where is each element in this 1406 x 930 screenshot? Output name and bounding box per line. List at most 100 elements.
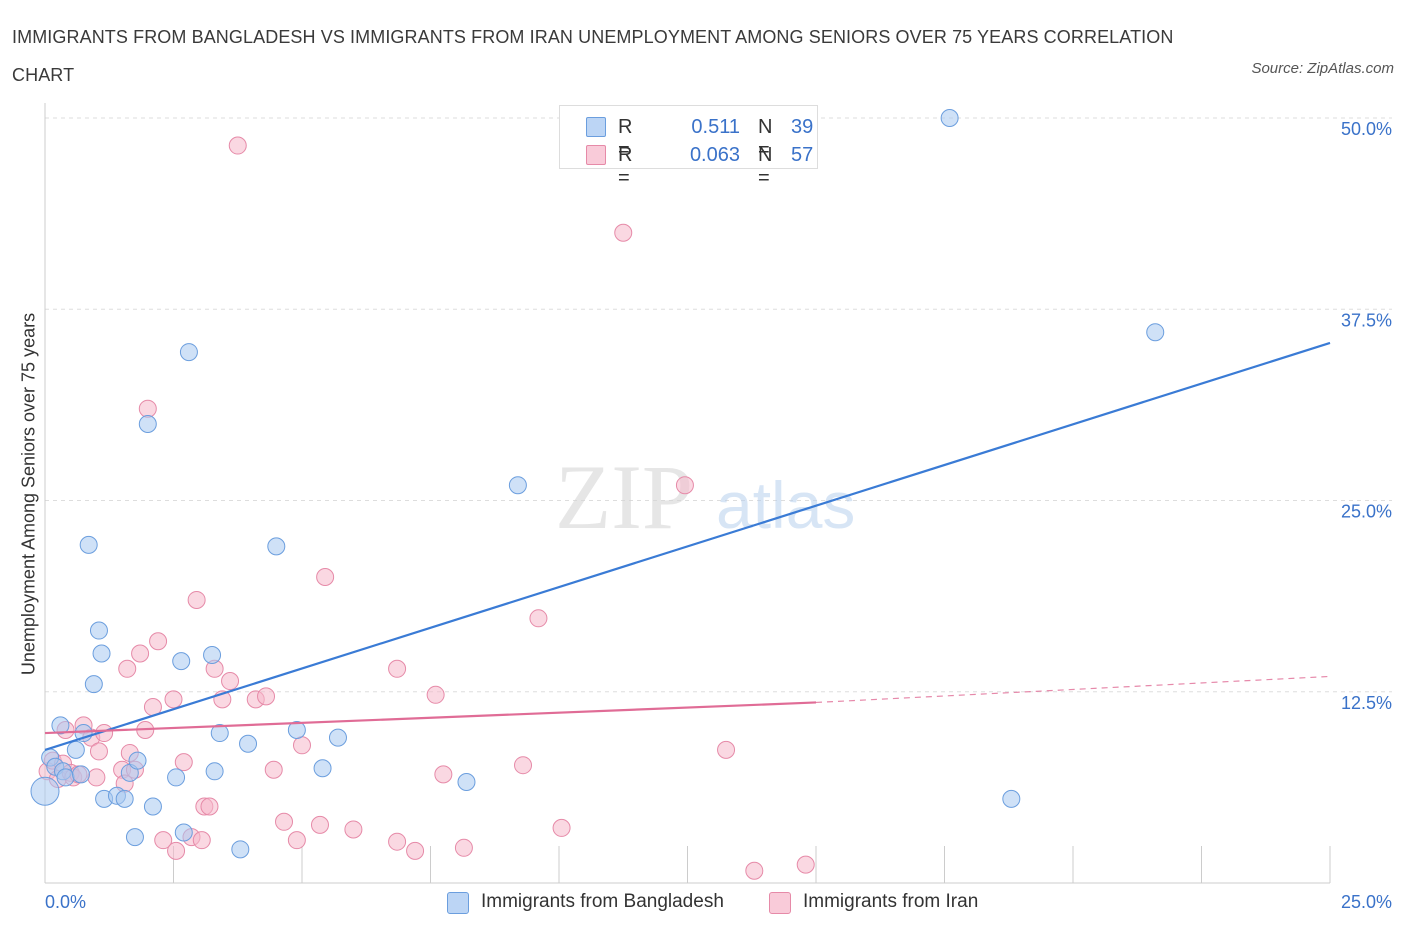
data-point-iran (388, 832, 407, 851)
legend-r-label: R = (618, 144, 633, 189)
bottom-legend-swatch-bangladesh (447, 892, 469, 914)
correlation-legend: R = 0.511 N = 39 R = 0.063 N = 57 (559, 105, 818, 189)
iran-series (38, 136, 815, 880)
data-point-iran (406, 841, 425, 860)
data-point-bangladesh (56, 768, 75, 787)
data-point-iran (287, 831, 306, 850)
data-point-iran (796, 855, 815, 874)
data-point-bangladesh (203, 646, 222, 665)
data-point-bangladesh (231, 840, 250, 859)
data-point-bangladesh (313, 759, 332, 778)
data-point-iran (89, 742, 108, 761)
chart-title: IMMIGRANTS FROM BANGLADESH VS IMMIGRANTS… (12, 27, 1174, 85)
data-point-iran (426, 685, 445, 704)
data-point-bangladesh (328, 728, 347, 747)
data-point-iran (454, 838, 473, 857)
data-point-iran (257, 687, 276, 706)
data-point-bangladesh (89, 621, 108, 640)
data-point-iran (167, 841, 186, 860)
data-point-bangladesh (267, 537, 286, 556)
data-point-bangladesh (172, 652, 191, 671)
data-point-iran (745, 861, 764, 880)
data-point-iran (200, 797, 219, 816)
data-point-iran (717, 740, 736, 759)
legend-n-label: N = (758, 116, 773, 161)
data-point-bangladesh (174, 823, 193, 842)
data-point-bangladesh (30, 776, 60, 806)
data-point-iran (293, 736, 311, 755)
data-point-iran (344, 820, 363, 839)
legend-swatch-bangladesh (586, 117, 606, 137)
data-point-iran (228, 136, 247, 155)
data-point-iran (131, 644, 150, 663)
trendline-bangladesh (44, 341, 1331, 751)
legend-r-value: 0.063 (689, 144, 740, 166)
data-point-bangladesh (1002, 789, 1021, 808)
tick-labels: 12.5% 25.0% 37.5% 50.0% 0.0% 25.0% (45, 119, 1392, 912)
y-tick-label: 37.5% (1341, 310, 1392, 330)
data-point-bangladesh (239, 734, 258, 753)
data-point-iran (174, 753, 193, 772)
data-point-bangladesh (287, 721, 306, 739)
data-point-iran (149, 632, 168, 651)
data-point-bangladesh (167, 768, 186, 787)
data-point-bangladesh (457, 773, 476, 792)
data-point-iran (275, 812, 294, 831)
data-point-iran (675, 476, 694, 495)
data-point-bangladesh (179, 343, 198, 362)
trendlines (44, 341, 1331, 751)
data-point-bangladesh (205, 762, 224, 781)
data-point-iran (87, 768, 106, 787)
x-tick-label: 0.0% (45, 892, 86, 912)
data-point-bangladesh (66, 740, 85, 759)
source-label: Source: ZipAtlas.com (1251, 60, 1394, 77)
data-point-bangladesh (1146, 323, 1165, 342)
data-point-iran (154, 831, 173, 850)
watermark: ZIP atlas (555, 446, 855, 548)
y-tick-label: 50.0% (1341, 119, 1392, 139)
data-point-bangladesh (210, 724, 229, 743)
gridlines (45, 117, 1392, 693)
legend-n-value: 39 (791, 116, 814, 138)
y-tick-label: 12.5% (1341, 693, 1392, 713)
trendline-iran (44, 701, 817, 735)
watermark-zip: ZIP (555, 446, 693, 548)
data-point-bangladesh (508, 476, 527, 495)
data-point-iran (552, 818, 571, 837)
data-point-bangladesh (92, 644, 111, 663)
data-point-bangladesh (143, 797, 162, 816)
bangladesh-series (30, 109, 1165, 859)
data-point-iran (164, 690, 183, 709)
data-point-bangladesh (51, 716, 70, 735)
data-point-iran (529, 609, 548, 628)
data-point-iran (388, 659, 407, 678)
legend-r-value: 0.511 (691, 116, 740, 138)
data-point-bangladesh (138, 415, 157, 433)
data-point-bangladesh (125, 828, 144, 847)
trendline-iran-extension (815, 675, 1331, 704)
data-point-iran (187, 590, 206, 609)
data-point-iran (138, 399, 157, 418)
data-point-bangladesh (115, 789, 134, 808)
data-point-iran (221, 672, 240, 691)
data-point-iran (434, 765, 453, 784)
data-point-iran (264, 760, 283, 779)
x-tick-label: 25.0% (1341, 892, 1392, 912)
data-point-iran (514, 756, 533, 775)
data-point-bangladesh (79, 535, 98, 554)
data-point-iran (316, 568, 335, 586)
data-point-iran (310, 815, 329, 834)
bottom-legend-label-iran: Immigrants from Iran (803, 891, 979, 912)
legend-n-value: 57 (791, 144, 814, 166)
data-point-iran (614, 223, 633, 242)
legend-swatch-iran (586, 145, 606, 165)
data-point-bangladesh (71, 765, 90, 784)
data-point-iran (118, 659, 137, 678)
y-tick-label: 25.0% (1341, 502, 1392, 522)
data-point-bangladesh (84, 675, 103, 694)
data-point-bangladesh (128, 751, 147, 770)
bottom-legend-swatch-iran (769, 892, 791, 914)
data-point-bangladesh (940, 109, 959, 127)
bottom-legend-label-bangladesh: Immigrants from Bangladesh (481, 891, 724, 912)
